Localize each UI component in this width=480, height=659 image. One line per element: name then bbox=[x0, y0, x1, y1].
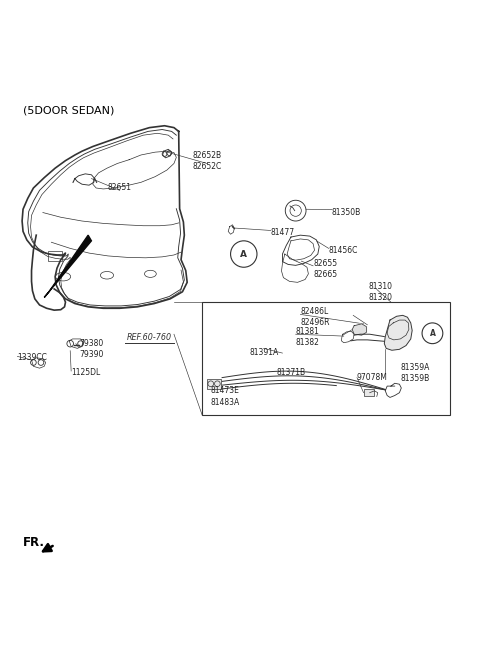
Text: 81477: 81477 bbox=[271, 228, 295, 237]
Text: A: A bbox=[240, 250, 247, 258]
Text: 81359A
81359B: 81359A 81359B bbox=[400, 363, 430, 383]
Text: 81391A: 81391A bbox=[250, 348, 279, 357]
Text: REF.60-760: REF.60-760 bbox=[127, 333, 172, 343]
Text: 81310
81320: 81310 81320 bbox=[368, 281, 392, 302]
Text: 1339CC: 1339CC bbox=[17, 353, 47, 362]
Text: 82486L
82496R: 82486L 82496R bbox=[300, 307, 330, 328]
Circle shape bbox=[230, 241, 257, 268]
Polygon shape bbox=[44, 235, 91, 297]
Text: 1125DL: 1125DL bbox=[71, 368, 100, 378]
Bar bbox=[207, 378, 221, 389]
Bar bbox=[202, 302, 450, 415]
Text: (5DOOR SEDAN): (5DOOR SEDAN) bbox=[23, 105, 114, 115]
Text: 81381
81382: 81381 81382 bbox=[296, 327, 320, 347]
Text: 82655
82665: 82655 82665 bbox=[313, 259, 337, 279]
Bar bbox=[48, 251, 62, 261]
Text: FR.: FR. bbox=[23, 536, 45, 549]
Text: A: A bbox=[430, 329, 435, 338]
Text: 81371B: 81371B bbox=[277, 368, 306, 378]
Text: 81473E
81483A: 81473E 81483A bbox=[211, 386, 240, 407]
Polygon shape bbox=[384, 316, 412, 350]
Circle shape bbox=[422, 323, 443, 343]
Text: 97078M: 97078M bbox=[357, 373, 388, 382]
Text: 81456C: 81456C bbox=[329, 246, 358, 255]
Bar bbox=[363, 389, 374, 397]
Polygon shape bbox=[352, 324, 366, 335]
Text: 81350B: 81350B bbox=[332, 208, 361, 217]
Text: 79380
79390: 79380 79390 bbox=[80, 339, 104, 359]
Text: 82651: 82651 bbox=[108, 183, 132, 192]
Text: 82652B
82652C: 82652B 82652C bbox=[192, 151, 222, 171]
